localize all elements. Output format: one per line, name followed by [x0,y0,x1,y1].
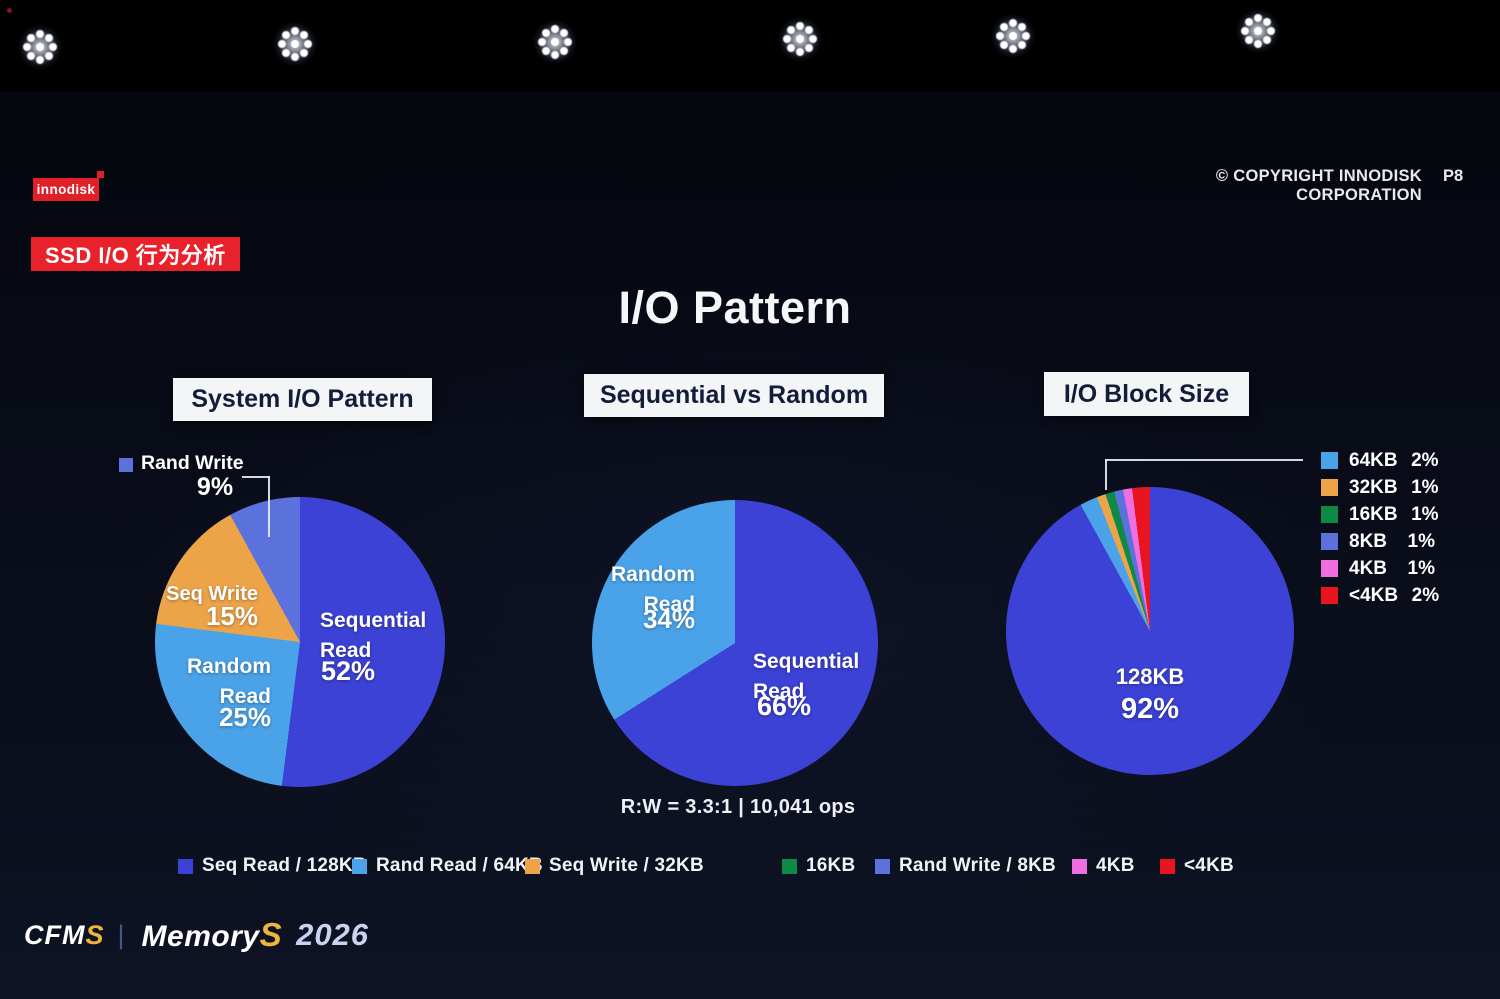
legend-label: <4KB [1349,584,1399,606]
red-led-dot [7,8,12,13]
bottom-legend-item: <4KB [1160,855,1234,877]
block-size-legend: 64KB 2% 32KB 1% 16KB 1% 8KB 1% 4KB 1% <4… [1321,449,1439,614]
memorys-logo: MemoryS [142,916,283,954]
callout-leader-line [268,476,270,537]
callout-value-rand-write: 9% [196,473,234,501]
pie-chart-seq-vs-random [592,500,878,786]
legend-label: 16KB [1349,503,1398,525]
stage-light-icon [778,17,822,61]
page-title: I/O Pattern [618,282,852,333]
legend-swatch [1321,506,1338,523]
legend-swatch [1321,479,1338,496]
chart-header-seq-vs-random: Sequential vs Random [584,374,884,417]
slice-value-seq-read: 66% [757,691,812,721]
legend-row: 64KB 2% [1321,449,1439,471]
slice-label-rand-read: Random Read [187,655,271,708]
legend-swatch [1321,560,1338,577]
legend-swatch [1321,587,1338,604]
legend-label: 16KB [806,855,856,876]
stage-light-icon [533,20,577,64]
legend-value: 1% [1411,503,1439,525]
callout-label-rand-write: Rand Write [141,452,244,474]
cfms-logo-s: S [85,919,105,950]
cfms-logo: CFMS [24,920,105,951]
bottom-legend-item: Seq Write / 32KB [525,855,704,877]
slice-value-seq-read: 52% [321,656,376,686]
rand-write-legend-swatch [119,458,133,472]
legend-row: <4KB 2% [1321,584,1439,606]
legend-label: Seq Write / 32KB [549,855,704,876]
legend-label: 4KB [1096,855,1135,876]
page-number: P8 [1443,167,1464,185]
legend-label: 4KB [1349,557,1388,579]
stage-light-icon [1236,9,1280,53]
legend-label: Rand Write / 8KB [899,855,1056,876]
slice-label-128kb: 128KB [1115,664,1185,689]
rw-ratio-caption: R:W = 3.3:1 | 10,041 ops [620,796,856,818]
legend-label: 8KB [1349,530,1388,552]
bottom-legend-item: 16KB [782,855,855,877]
legend-row: 8KB 1% [1321,530,1435,552]
bottom-legend-item: 4KB [1072,855,1135,877]
legend-swatch [1321,533,1338,550]
legend-swatch [1160,858,1175,874]
event-logos: CFMS | MemoryS 2026 [24,913,369,957]
slice-value-128kb: 92% [1120,693,1180,725]
legend-value: 1% [1407,557,1435,579]
chart-header-system-io: System I/O Pattern [173,378,432,421]
legend-value: 1% [1411,476,1439,498]
legend-value: 1% [1407,530,1435,552]
legend-swatch [525,858,540,874]
pie-chart-system-io [155,497,445,787]
stage-light-icon [273,22,317,66]
slice-label-seq-read: Sequential Read [320,609,427,662]
slice-label-rand-read: Random Read [611,563,695,616]
legend-swatch [782,858,797,874]
legend-label: 32KB [1349,476,1398,498]
legend-label: Seq Read / 128KB [202,855,367,876]
chart-header-block-size: I/O Block Size [1044,372,1249,416]
legend-leader-line [1105,459,1303,461]
stage-light-icon [991,14,1035,58]
cfms-logo-text: CFM [24,919,86,950]
legend-label: <4KB [1184,855,1234,876]
bottom-legend-item: Rand Write / 8KB [875,855,1056,877]
memorys-logo-s: S [259,916,283,953]
slice-value-seq-write: 15% [205,601,258,631]
bottom-legend-item: Seq Read / 128KB [178,855,367,877]
legend-leader-line [1105,459,1107,490]
memorys-logo-text: Memory [141,920,260,953]
legend-label: 64KB [1349,449,1398,471]
stage-light-icon [18,25,62,69]
slice-value-rand-read: 25% [218,702,271,732]
legend-swatch [1072,858,1087,874]
callout-leader-line [242,476,270,478]
legend-label: Rand Read / 64KB [376,855,543,876]
event-year: 2026 [296,917,370,952]
logo-separator: | [117,919,125,950]
bottom-legend-item: Rand Read / 64KB [352,855,543,877]
legend-swatch [875,858,890,874]
copyright-text: © COPYRIGHT INNODISK CORPORATION [1215,167,1422,204]
legend-row: 32KB 1% [1321,476,1439,498]
slice-label-seq-write: Seq Write [166,583,258,605]
section-badge: SSD I/O 行为分析 [31,237,240,271]
slice-value-rand-read: 34% [642,604,695,634]
pie-chart-block-size [1006,487,1294,775]
legend-row: 16KB 1% [1321,503,1439,525]
legend-value: 2% [1411,584,1440,606]
legend-swatch [178,858,193,874]
legend-value: 2% [1411,449,1439,471]
legend-row: 4KB 1% [1321,557,1435,579]
slice-label-seq-read: Sequential Read [753,650,860,703]
innodisk-logo: innodisk [33,171,104,201]
legend-swatch [352,858,367,874]
legend-swatch [1321,452,1338,469]
